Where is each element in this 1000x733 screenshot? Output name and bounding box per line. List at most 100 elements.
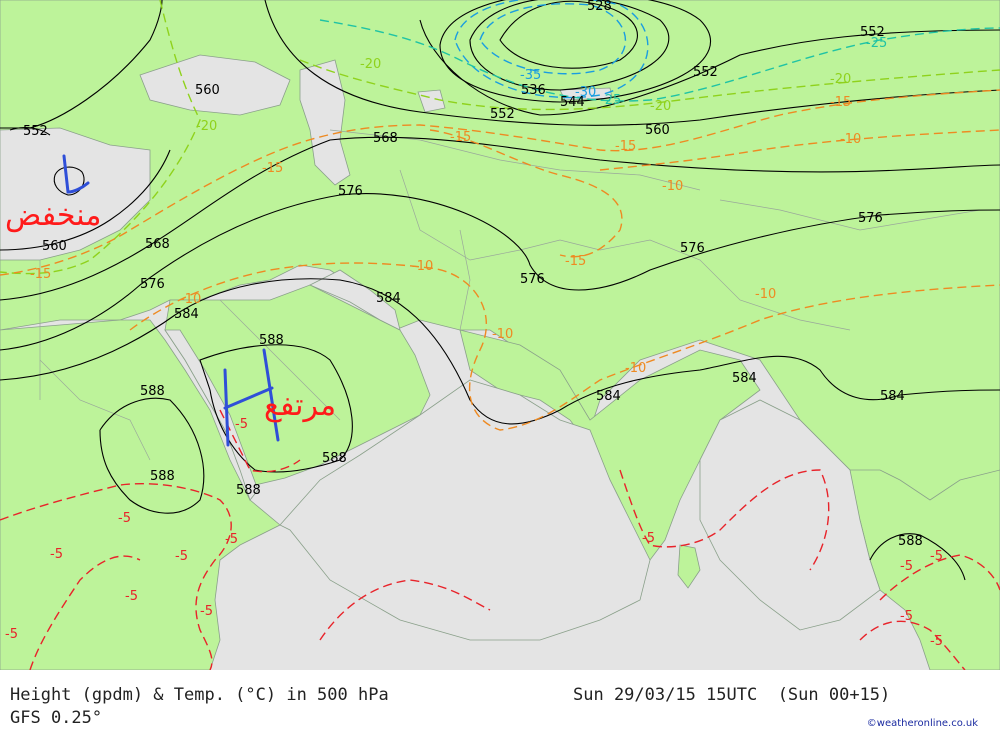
isotherm-minus20-n: [299, 59, 1000, 111]
height-label: 576: [680, 241, 705, 256]
temp-label: -5: [642, 531, 655, 546]
height-label: 584: [596, 389, 621, 404]
high-label: مرتفع: [264, 388, 336, 423]
height-label: 528: [587, 0, 612, 14]
black-sea: [139, 54, 291, 116]
arabian-sea: [279, 379, 651, 641]
caspian-sea: [299, 59, 351, 186]
temp-label: -15: [565, 254, 586, 269]
persian-gulf: [309, 269, 401, 331]
footer: Height (gpdm) & Temp. (°C) in 500 hPa Su…: [0, 670, 1000, 733]
temp-label: -5: [225, 532, 238, 547]
height-label: 588: [898, 534, 923, 549]
weather-map: 528 552 552 552 552 560 560 560 568 568 …: [0, 0, 1000, 670]
temp-label: -20: [650, 99, 671, 114]
height-label: 552: [860, 25, 885, 40]
aral-sea: [417, 89, 446, 113]
temp-label: -5: [118, 511, 131, 526]
high-letter-H-bar-icon: [223, 386, 274, 410]
temp-label: -5: [125, 589, 138, 604]
temp-label: -5: [930, 634, 943, 649]
height-label: 560: [645, 123, 670, 138]
isotherm-minus10: [129, 262, 1000, 431]
height-labels: 528 552 552 552 552 560 560 560 568 568 …: [23, 0, 905, 498]
contour-560-west: [0, 149, 171, 251]
low-letter-L-icon: [62, 154, 90, 194]
land-srilanka: [677, 544, 701, 589]
height-label: 584: [174, 307, 199, 322]
footer-title: Height (gpdm) & Temp. (°C) in 500 hPa: [10, 685, 389, 705]
isotherm-minus25: [319, 19, 1000, 102]
height-label-extra: 576 588: [858, 211, 923, 549]
height-label: 576: [520, 272, 545, 287]
isotherm-minus15: [0, 89, 1000, 276]
isotherms: [0, 0, 1000, 670]
temp-label: -20: [360, 57, 381, 72]
height-label: 588: [140, 384, 165, 399]
bay-of-bengal: [699, 399, 881, 631]
temp-label: -5: [175, 549, 188, 564]
temp-label: -10: [412, 259, 433, 274]
isotherm-minus5-se: [879, 554, 1000, 601]
contour-low-outer: [9, 126, 51, 136]
contour-528: [499, 0, 638, 69]
temp-labels: -35 -30 -25 -25 -20 -20 -20 -20 -15 -15 …: [5, 36, 943, 649]
isotherm-minus5-africa-b: [29, 555, 141, 670]
isotherm-minus5-se-b: [859, 620, 966, 670]
temp-label: -5: [930, 549, 943, 564]
height-label: 560: [195, 83, 220, 98]
isotherm-minus35: [479, 3, 627, 75]
temp-label: -15: [615, 139, 636, 154]
temp-label: -5: [900, 609, 913, 624]
temp-label: -5: [200, 604, 213, 619]
height-label: 536: [521, 83, 546, 98]
temp-label: -5: [50, 547, 63, 562]
temp-label: -25: [866, 36, 887, 51]
temp-label: -20: [196, 119, 217, 134]
temp-label: -20: [830, 72, 851, 87]
height-label: 552: [23, 124, 48, 139]
isotherm-minus30: [454, 0, 649, 99]
height-label: 588: [259, 333, 284, 348]
country-borders: [39, 129, 981, 461]
low-label: منخفض: [5, 198, 101, 233]
height-label: 588: [150, 469, 175, 484]
height-label: 568: [373, 131, 398, 146]
temp-label: -15: [830, 95, 851, 110]
temp-label: -10: [662, 179, 683, 194]
temp-label: -25: [600, 93, 621, 108]
temp-label: -10: [625, 361, 646, 376]
temp-label: -10: [492, 327, 513, 342]
temp-label: -15: [30, 267, 51, 282]
contour-588-arabia: [199, 344, 353, 473]
isotherm-minus15-b: [429, 129, 623, 258]
height-label: 552: [693, 65, 718, 80]
height-label: 552: [490, 107, 515, 122]
height-label: 584: [880, 389, 905, 404]
temp-label: -5: [900, 559, 913, 574]
footer-credit-link[interactable]: ©weatheronline.co.uk: [866, 718, 978, 729]
contour-544: [439, 0, 712, 103]
contour-576: [0, 193, 1000, 351]
height-label: 560: [42, 239, 67, 254]
contour-588-africa: [99, 397, 205, 514]
isotherm-minus10-n: [599, 129, 1000, 171]
temp-label: -5: [235, 417, 248, 432]
footer-datetime: Sun 29/03/15 15UTC (Sun 00+15): [573, 685, 891, 705]
isotherm-minus5-africa: [0, 482, 232, 670]
low-marker: [62, 154, 90, 194]
temp-label: -10: [840, 132, 861, 147]
temp-label: -15: [450, 130, 471, 145]
height-label: 568: [145, 237, 170, 252]
temp-label: -5: [5, 627, 18, 642]
high-letter-H-right-icon: [262, 348, 280, 442]
temp-label: -35: [520, 68, 541, 83]
isotherm-minus5-india: [619, 469, 830, 571]
high-marker: [223, 348, 280, 447]
height-label: 584: [732, 371, 757, 386]
height-label: 576: [140, 277, 165, 292]
temp-label: -15: [262, 161, 283, 176]
contour-536: [469, 0, 670, 91]
height-label: 576: [858, 211, 883, 226]
contour-584: [0, 278, 1000, 425]
